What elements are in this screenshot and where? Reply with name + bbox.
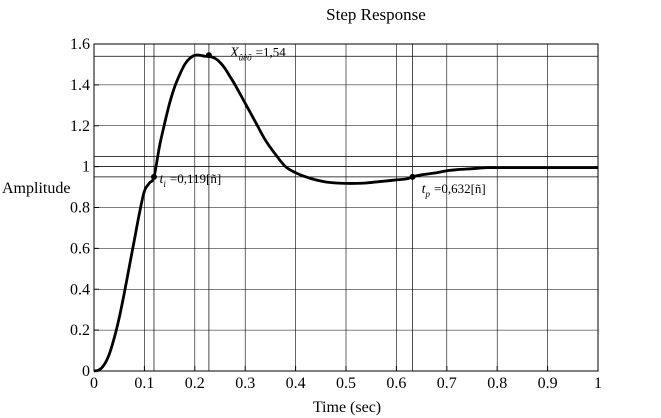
- annotation-subscript: i: [163, 179, 166, 189]
- annotation-subscript: p: [424, 189, 430, 199]
- y-tick-label: 0: [82, 363, 90, 380]
- markers: [150, 52, 416, 180]
- data-marker: [205, 52, 212, 59]
- plot-frame: [93, 43, 599, 372]
- tick-labels: 0 0.1 0.2 0.3 0.4 0.5 0.6 0.7 0.8 0.9 1 0 0.2 0.4 0.6 0…: [70, 36, 602, 392]
- series: [93, 53, 598, 373]
- annotation-label: Xûèõ =1,54: [229, 44, 286, 62]
- y-axis-label: Amplitude: [2, 180, 70, 197]
- x-tick-label: 0.7: [437, 375, 457, 392]
- y-tick-label: 1.2: [70, 118, 90, 135]
- annotation-label: tp =0,632[ñ]: [422, 181, 486, 199]
- x-tick-label: 0.3: [235, 375, 255, 392]
- annotation-symbol: t: [160, 172, 165, 187]
- y-tick-label: 0.4: [70, 281, 90, 298]
- x-tick-label: 0.2: [185, 375, 205, 392]
- y-tick-label: 0.6: [70, 240, 90, 257]
- y-tick-label: 1.6: [70, 36, 90, 53]
- chart-title: Step Response: [326, 5, 426, 24]
- y-tick-label: 1.4: [70, 77, 90, 94]
- x-tick-label: 0.6: [386, 375, 406, 392]
- x-tick-label: 0.1: [134, 375, 154, 392]
- annotation-label: ti =0,119[ñ]: [160, 171, 222, 189]
- y-tick-label: 1: [82, 159, 90, 176]
- x-tick-label: 0.9: [538, 375, 558, 392]
- grid: [93, 43, 599, 372]
- x-tick-label: 0.8: [487, 375, 507, 392]
- x-axis-label: Time (sec): [313, 399, 381, 416]
- data-marker: [150, 173, 157, 180]
- annotation-value: =0,632[ñ]: [434, 181, 486, 196]
- series-line: [93, 53, 598, 373]
- x-tick-label: 0.4: [286, 375, 306, 392]
- x-tick-label: 0.5: [336, 375, 356, 392]
- annotation-symbol: t: [422, 182, 427, 197]
- y-tick-label: 0.8: [70, 200, 90, 217]
- annotation-value: =0,119[ñ]: [170, 171, 221, 186]
- x-tick-label: 0: [90, 375, 98, 392]
- y-tick-label: 0.2: [70, 322, 90, 339]
- annotation-subscript: ûèõ: [239, 52, 252, 62]
- annotation-value: =1,54: [256, 44, 287, 59]
- x-tick-label: 1: [594, 375, 602, 392]
- data-marker: [409, 173, 416, 180]
- annotation-symbol: X: [229, 45, 239, 60]
